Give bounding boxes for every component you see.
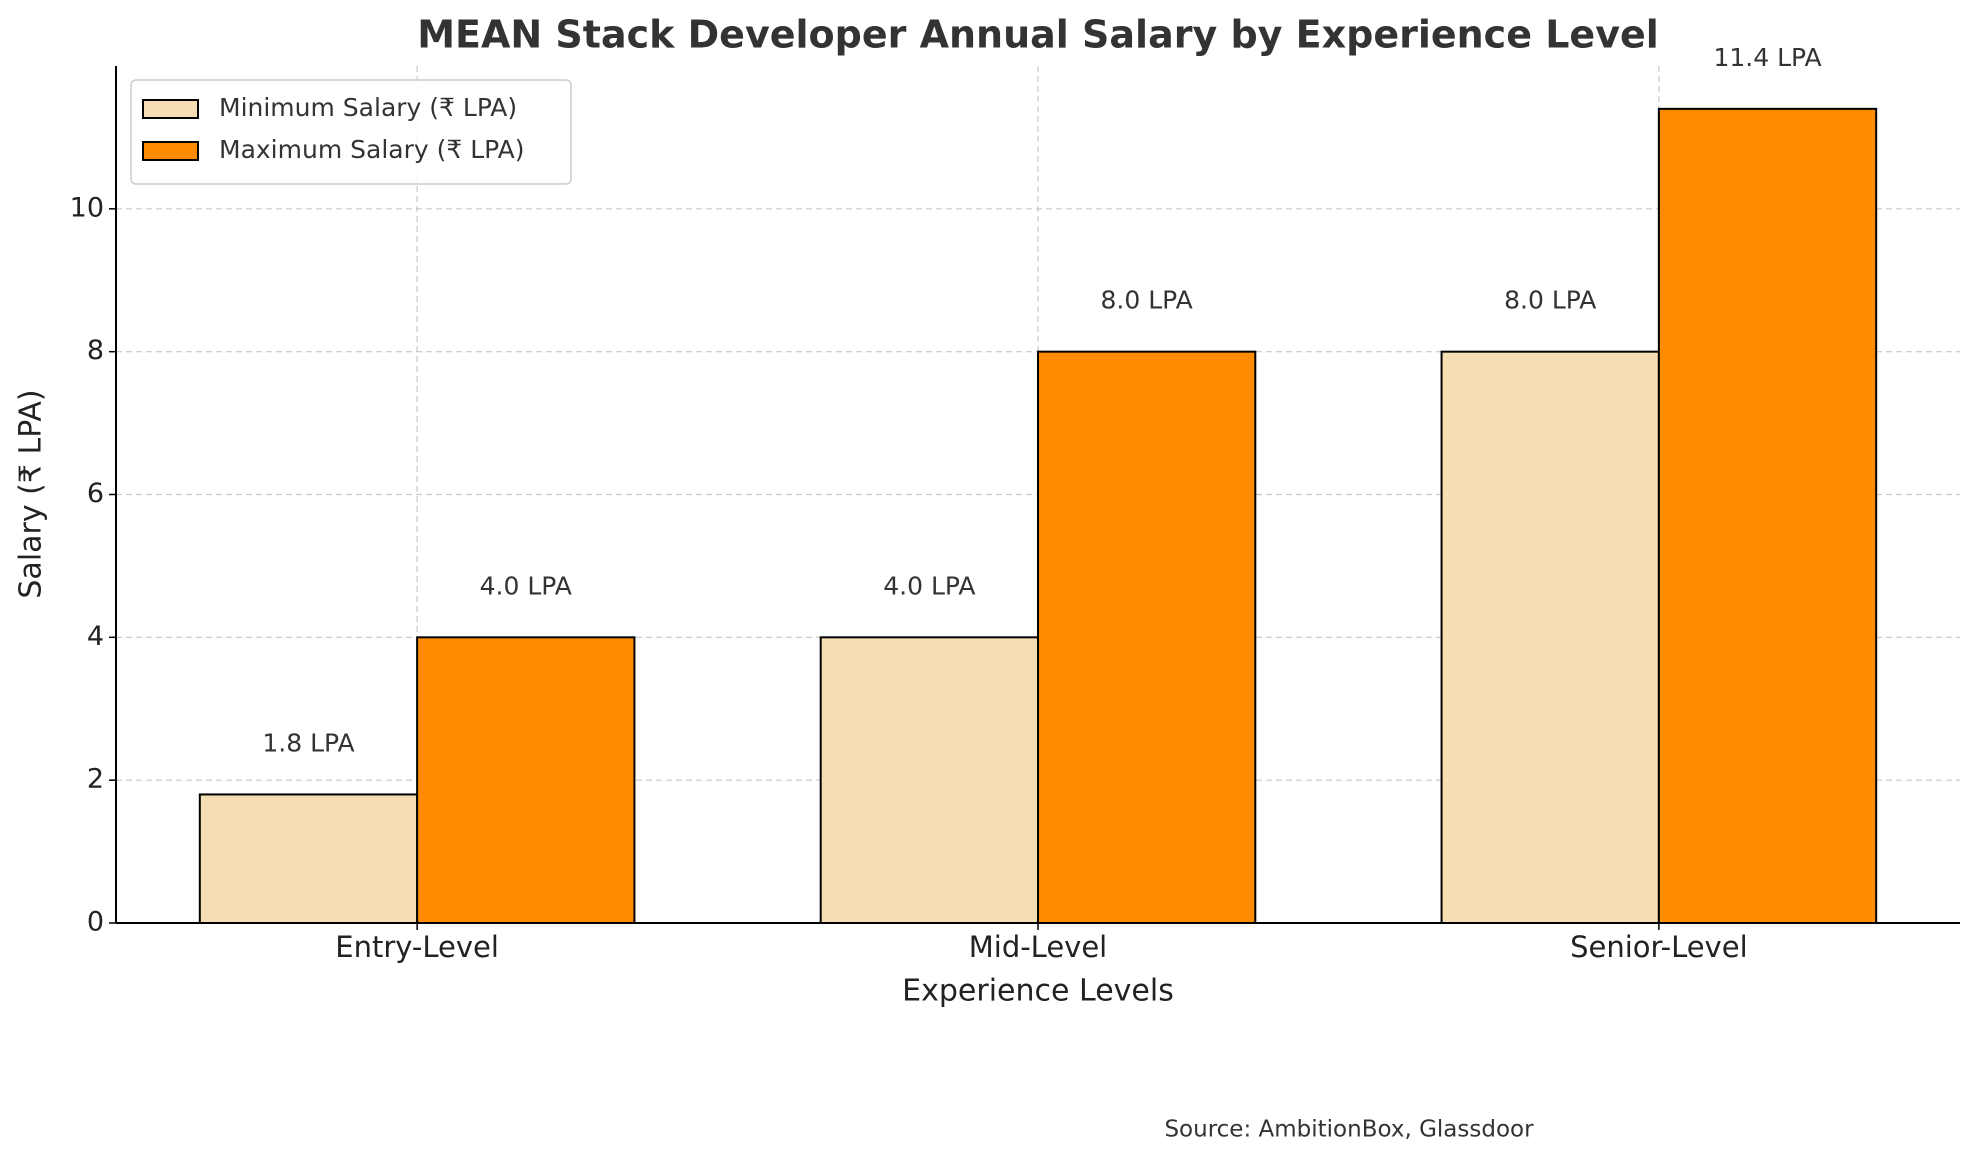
source-note: Source: AmbitionBox, Glassdoor: [1164, 1117, 1534, 1143]
value-label: 8.0 LPA: [1504, 286, 1596, 315]
value-label: 1.8 LPA: [262, 728, 354, 757]
bar: [1657, 107, 1878, 925]
legend-label: Maximum Salary (₹ LPA): [219, 135, 524, 164]
x-tick-label: Mid-Level: [969, 930, 1108, 964]
value-label: 4.0 LPA: [883, 571, 975, 600]
value-label: 4.0 LPA: [480, 571, 572, 600]
x-tick-label: Entry-Level: [335, 930, 499, 964]
bar: [416, 636, 636, 924]
y-tick-label: 8: [87, 335, 104, 366]
bar: [1440, 350, 1660, 924]
y-tick-label: 4: [87, 621, 104, 652]
x-axis-label: Experience Levels: [902, 974, 1174, 1009]
bar: [819, 636, 1039, 924]
legend-box: [130, 79, 572, 185]
bar: [1037, 350, 1257, 924]
x-tick-label: Senior-Level: [1570, 930, 1748, 964]
chart-title: MEAN Stack Developer Annual Salary by Ex…: [417, 13, 1659, 57]
y-tick-label: 6: [87, 478, 104, 509]
legend-swatch: [142, 99, 199, 119]
y-tick-label: 0: [87, 907, 104, 938]
legend-swatch: [142, 141, 199, 161]
value-label: 11.4 LPA: [1713, 43, 1821, 72]
legend-label: Minimum Salary (₹ LPA): [219, 93, 517, 122]
y-axis-label: Salary (₹ LPA): [14, 389, 49, 598]
y-tick-label: 10: [70, 192, 104, 223]
bar: [198, 793, 419, 925]
value-label: 8.0 LPA: [1101, 286, 1193, 315]
y-tick-label: 2: [87, 764, 104, 795]
